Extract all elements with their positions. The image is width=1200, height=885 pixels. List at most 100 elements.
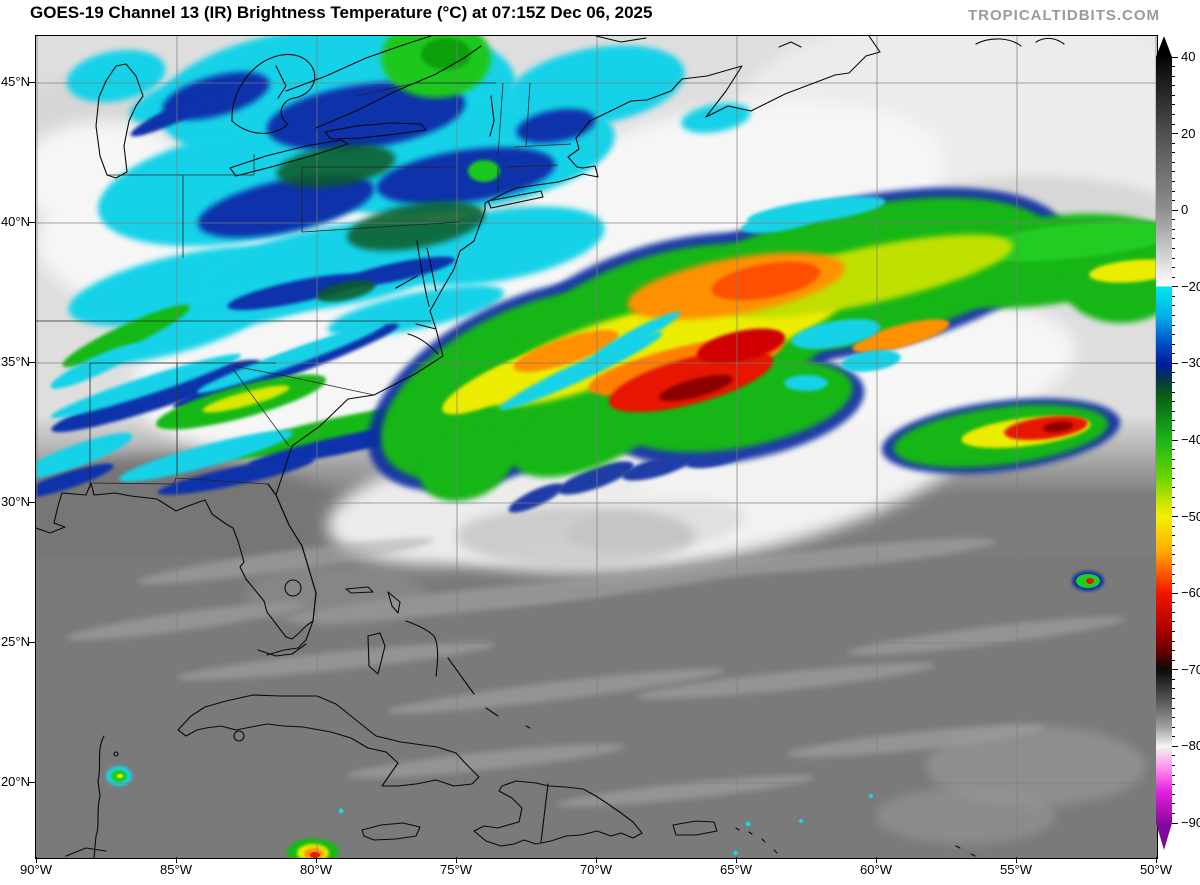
colorbar-minor-tick <box>1172 315 1175 316</box>
top-green-blob <box>381 36 491 98</box>
lake-michigan <box>96 64 143 178</box>
isle-of-youth <box>234 731 244 741</box>
colorbar-major-tick <box>1172 440 1178 441</box>
florida-keys <box>258 644 306 656</box>
colorbar-tick-label: −90 <box>1181 816 1200 830</box>
yucatan-coast <box>66 736 106 858</box>
cozumel <box>114 752 118 756</box>
colorbar-gradient <box>1156 57 1172 823</box>
colorbar-minor-tick <box>1172 143 1175 144</box>
colorbar-minor-tick <box>1172 478 1175 479</box>
colorbar-minor-tick <box>1172 277 1175 278</box>
colorbar-minor-tick <box>1172 775 1175 776</box>
colorbar-minor-tick <box>1172 717 1175 718</box>
colorbar-arrow-up-icon <box>1156 36 1172 57</box>
colorbar-minor-tick <box>1172 219 1175 220</box>
colorbar-tick-label: −50 <box>1181 510 1200 524</box>
colorbar-minor-tick <box>1172 296 1175 297</box>
colorbar-minor-tick <box>1172 574 1175 575</box>
colorbar-minor-tick <box>1172 420 1175 421</box>
colorbar-tick-label: −70 <box>1181 663 1200 677</box>
lon-tick-mark <box>596 857 597 863</box>
colorbar-major-tick <box>1172 57 1178 58</box>
lon-label: 50°W <box>1134 862 1178 877</box>
lon-label: 75°W <box>434 862 478 877</box>
puerto-rico-outline <box>673 821 717 835</box>
colorbar-minor-tick <box>1172 650 1175 651</box>
colorbar-major-tick <box>1172 593 1178 594</box>
colorbar-minor-tick <box>1172 459 1175 460</box>
convective-spots <box>106 571 1104 858</box>
colorbar-minor-tick <box>1172 258 1175 259</box>
colorbar-minor-tick <box>1172 736 1175 737</box>
colorbar-major-tick <box>1172 133 1178 134</box>
watermark: TROPICALTIDBITS.COM <box>968 7 1160 24</box>
lake-huron <box>232 54 315 133</box>
lat-label: 30°N <box>0 494 30 510</box>
satellite-viewer: GOES-19 Channel 13 (IR) Brightness Tempe… <box>0 0 1200 885</box>
colorbar-minor-tick <box>1172 181 1175 182</box>
jamaica-outline <box>362 823 420 840</box>
coastlines <box>36 36 1064 858</box>
colorbar-minor-tick <box>1172 708 1175 709</box>
lon-tick-mark <box>876 857 877 863</box>
colorbar-tick-label: −20 <box>1181 280 1200 294</box>
colorbar-tick-label: 0 <box>1181 203 1188 217</box>
pamlico-sound <box>408 324 438 354</box>
colorbar-major-tick <box>1172 823 1178 824</box>
lon-tick-mark <box>36 857 37 863</box>
lat-label: 25°N <box>0 634 30 650</box>
storm-red-core <box>603 255 823 426</box>
colorbar-minor-tick <box>1172 698 1175 699</box>
lat-label: 35°N <box>0 354 30 370</box>
colorbar-major-tick <box>1172 286 1178 287</box>
bahamas <box>346 587 530 728</box>
lon-tick-mark <box>1156 857 1157 863</box>
colorbar-minor-tick <box>1172 468 1175 469</box>
colorbar-minor-tick <box>1172 334 1175 335</box>
colorbar-minor-tick <box>1172 353 1175 354</box>
background-base <box>36 36 1157 858</box>
st-lawrence <box>286 36 646 128</box>
colorbar-minor-tick <box>1172 191 1175 192</box>
colorbar-minor-tick <box>1172 305 1175 306</box>
lake-erie <box>230 140 348 176</box>
lon-tick-mark <box>456 857 457 863</box>
colorbar-minor-tick <box>1172 325 1175 326</box>
colorbar-minor-tick <box>1172 401 1175 402</box>
lat-label: 20°N <box>0 774 30 790</box>
colorbar-minor-tick <box>1172 602 1175 603</box>
colorbar-minor-tick <box>1172 124 1175 125</box>
lon-label: 80°W <box>294 862 338 877</box>
colorbar-tick-label: 20 <box>1181 127 1195 141</box>
colorbar-minor-tick <box>1172 564 1175 565</box>
newfoundland-bits <box>779 38 1064 47</box>
colorbar-minor-tick <box>1172 621 1175 622</box>
lon-label: 70°W <box>574 862 618 877</box>
colorbar-minor-tick <box>1172 104 1175 105</box>
colorbar-major-tick <box>1172 363 1178 364</box>
colorbar-minor-tick <box>1172 679 1175 680</box>
cyan-accents <box>496 190 902 417</box>
lat-tick-mark <box>29 82 35 83</box>
colorbar-minor-tick <box>1172 554 1175 555</box>
lat-tick-mark <box>29 642 35 643</box>
page-title: GOES-19 Channel 13 (IR) Brightness Tempe… <box>30 3 652 23</box>
gulf-coast <box>36 483 205 533</box>
colorbar-minor-tick <box>1172 152 1175 153</box>
colorbar-minor-tick <box>1172 392 1175 393</box>
lat-label: 45°N <box>0 74 30 90</box>
lon-label: 55°W <box>994 862 1038 877</box>
colorbar-minor-tick <box>1172 267 1175 268</box>
lon-tick-mark <box>1016 857 1017 863</box>
cyan-cloud-layer <box>62 36 753 373</box>
colorbar-minor-tick <box>1172 229 1175 230</box>
main-storm-band <box>334 155 1157 534</box>
lake-okeechobee <box>285 580 301 596</box>
colorbar-minor-tick <box>1172 487 1175 488</box>
colorbar-minor-tick <box>1172 85 1175 86</box>
colorbar-tick-label: −60 <box>1181 586 1200 600</box>
lat-label: 40°N <box>0 214 30 230</box>
colorbar-minor-tick <box>1172 372 1175 373</box>
lon-label: 85°W <box>154 862 198 877</box>
